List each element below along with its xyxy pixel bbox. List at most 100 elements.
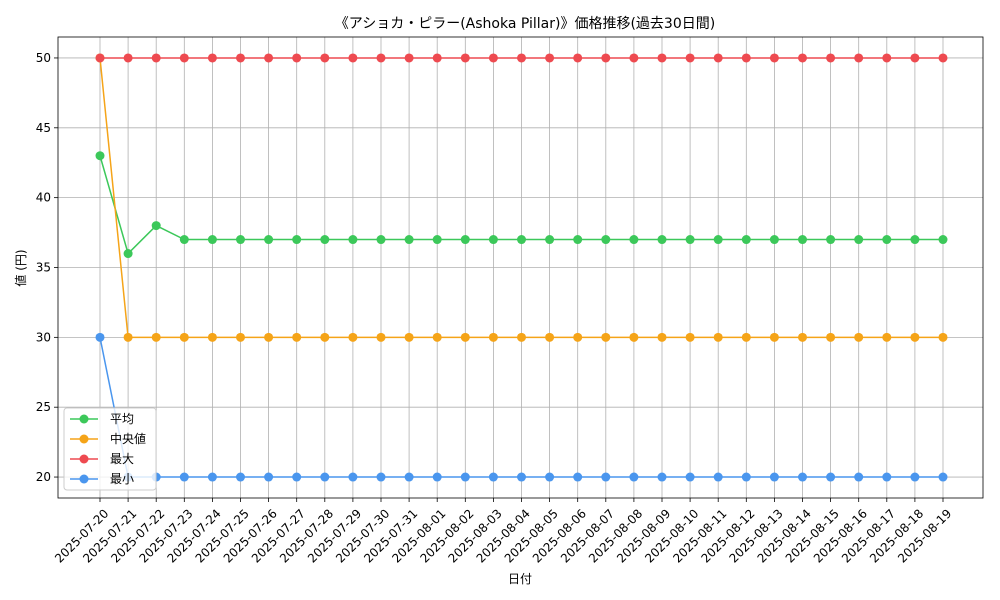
y-tick-label: 20 (36, 470, 51, 484)
data-point (854, 235, 864, 245)
data-point (376, 332, 386, 342)
data-point (207, 472, 217, 482)
legend-label: 平均 (110, 412, 134, 426)
series-1 (95, 151, 948, 259)
legend-item: 平均 (70, 412, 134, 426)
legend-item: 最大 (70, 452, 134, 466)
data-point (123, 249, 133, 259)
legend-marker (79, 414, 89, 424)
data-point (292, 472, 302, 482)
data-point (404, 472, 414, 482)
data-point (432, 332, 442, 342)
y-tick-label: 30 (36, 330, 51, 344)
data-point (741, 472, 751, 482)
data-point (685, 235, 695, 245)
series-3 (95, 53, 948, 63)
data-point (95, 151, 105, 161)
data-point (460, 53, 470, 63)
data-point (910, 472, 920, 482)
data-point (685, 53, 695, 63)
data-point (376, 235, 386, 245)
data-point (713, 332, 723, 342)
data-point (573, 472, 583, 482)
data-point (769, 53, 779, 63)
data-point (432, 472, 442, 482)
chart-title: 《アショカ・ピラー(Ashoka Pillar)》価格推移(過去30日間) (335, 16, 715, 32)
data-point (826, 332, 836, 342)
series-2 (95, 53, 948, 342)
data-point (151, 221, 161, 231)
data-point (629, 235, 639, 245)
data-point (798, 472, 807, 482)
data-point (657, 472, 667, 482)
data-point (573, 235, 583, 245)
legend-label: 最大 (110, 452, 134, 466)
y-tick-label: 25 (36, 400, 51, 414)
data-point (264, 332, 274, 342)
data-point (882, 332, 892, 342)
data-point (179, 235, 189, 245)
data-point (264, 235, 274, 245)
data-point (713, 472, 723, 482)
data-point (882, 472, 892, 482)
data-point (207, 53, 217, 63)
x-axis-label: 日付 (508, 572, 532, 586)
data-point (123, 53, 133, 63)
data-point (460, 332, 470, 342)
data-point (348, 235, 358, 245)
x-axis-ticks: 2025-07-202025-07-212025-07-222025-07-23… (52, 498, 954, 566)
data-point (95, 53, 105, 63)
data-point (629, 472, 639, 482)
data-point (517, 472, 526, 482)
data-point (292, 332, 302, 342)
data-point (292, 53, 302, 63)
data-point (236, 53, 245, 63)
data-point (320, 53, 330, 63)
data-point (404, 332, 414, 342)
data-point (320, 472, 330, 482)
data-point (573, 53, 583, 63)
data-point (601, 332, 611, 342)
data-point (769, 332, 779, 342)
data-point (769, 235, 779, 245)
data-point (854, 472, 864, 482)
legend-marker (79, 434, 89, 444)
data-point (601, 472, 611, 482)
data-point (601, 235, 611, 245)
data-point (236, 472, 245, 482)
data-point (460, 235, 470, 245)
data-point (264, 472, 274, 482)
data-point (826, 235, 836, 245)
legend-item: 最小 (70, 472, 134, 486)
data-point (629, 332, 639, 342)
data-point (488, 332, 498, 342)
data-point (123, 332, 133, 342)
data-point (741, 235, 751, 245)
data-point (798, 332, 807, 342)
y-tick-label: 35 (36, 261, 51, 275)
data-point (854, 332, 864, 342)
data-point (179, 472, 189, 482)
data-point (320, 332, 330, 342)
data-point (517, 235, 526, 245)
data-point (179, 332, 189, 342)
data-point (882, 235, 892, 245)
data-point (826, 53, 836, 63)
data-point (545, 332, 555, 342)
data-point (545, 53, 555, 63)
data-point (95, 332, 105, 342)
grid (58, 37, 983, 498)
data-point (348, 472, 358, 482)
y-axis-ticks: 20 25 30 35 40 45 50 (36, 51, 58, 484)
y-tick-label: 40 (36, 191, 51, 205)
data-point (460, 472, 470, 482)
legend-box (63, 407, 157, 491)
legend-marker (79, 474, 89, 484)
data-point (769, 472, 779, 482)
data-point (432, 235, 442, 245)
data-point (488, 235, 498, 245)
data-point (798, 53, 807, 63)
legend-label: 最小 (110, 472, 134, 486)
data-point (348, 53, 358, 63)
